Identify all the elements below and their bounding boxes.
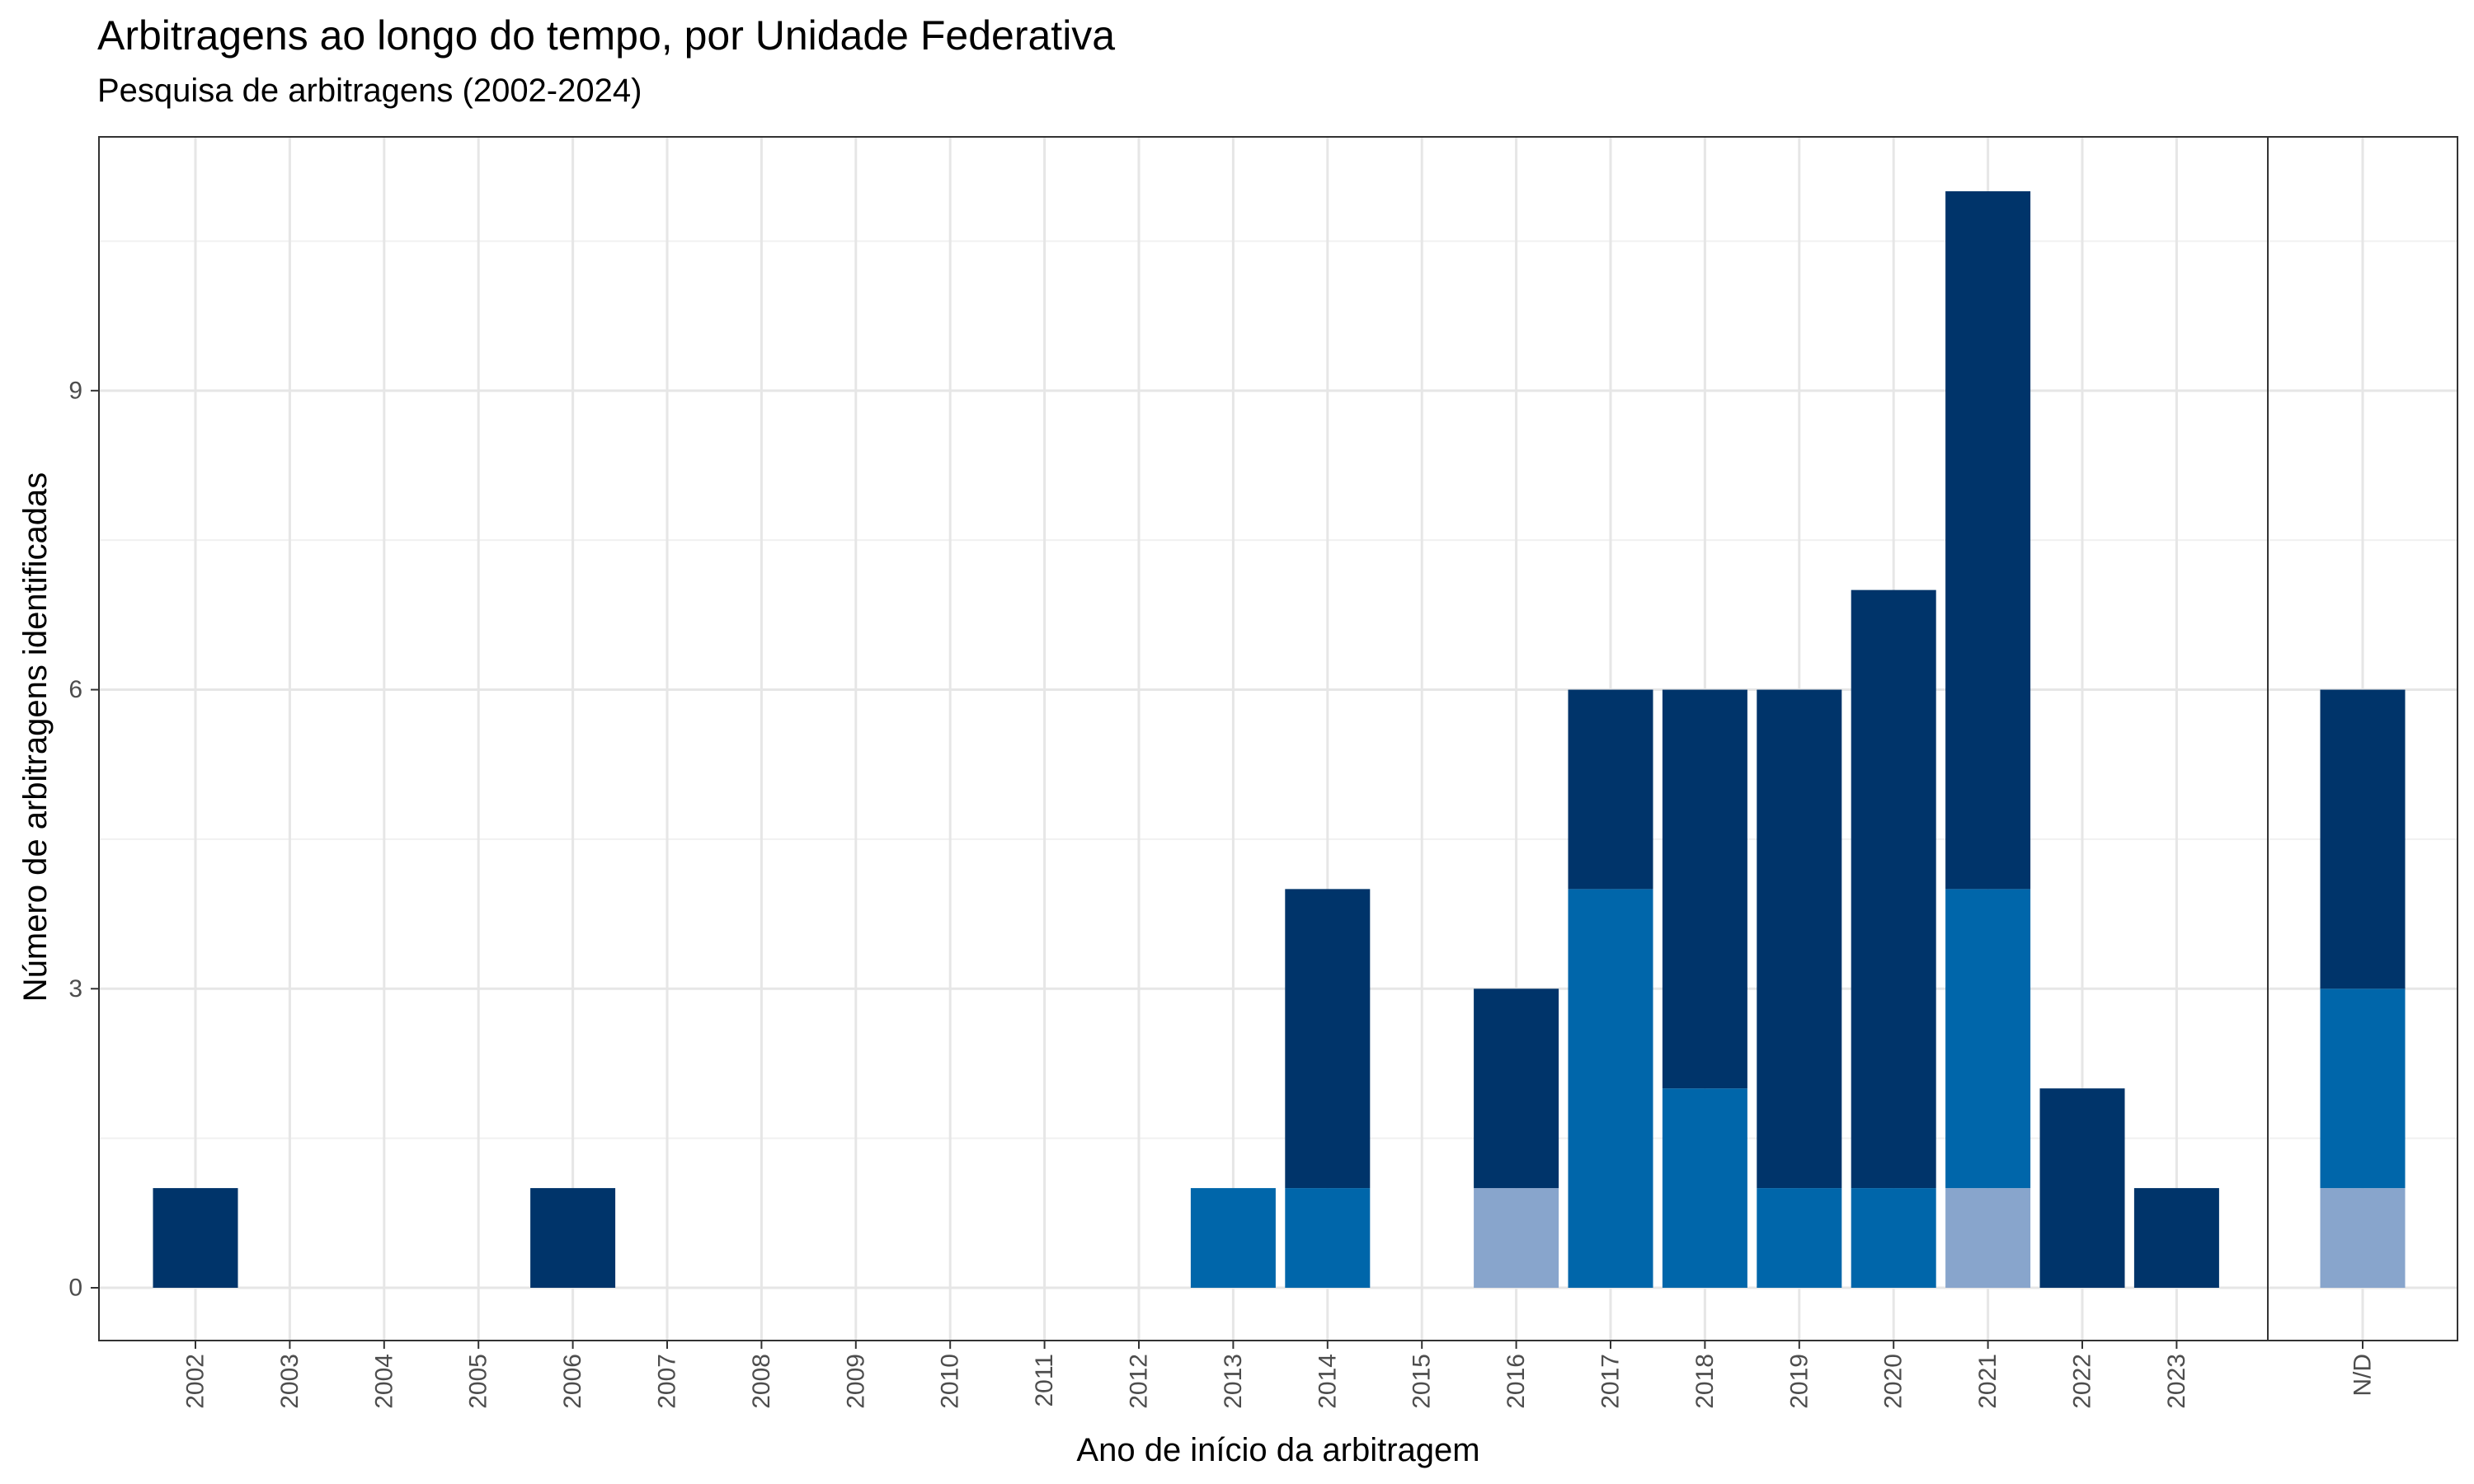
bar-segment [2320, 689, 2406, 989]
bar-segment [1568, 689, 1653, 890]
x-tick-label: 2012 [1126, 1354, 1153, 1409]
x-tick-label: 2004 [370, 1354, 397, 1409]
x-tick-label: 2019 [1785, 1354, 1813, 1409]
x-tick-label: 2006 [559, 1354, 586, 1409]
x-tick-label: 2005 [465, 1354, 492, 1409]
bar-segment [2039, 1088, 2125, 1288]
bars [153, 191, 2406, 1288]
bar-segment [1851, 589, 1936, 1189]
y-axis-title: Número de arbitragens identificadas [17, 472, 54, 1003]
x-tick-label: 2010 [937, 1354, 964, 1409]
x-tick-label: 2002 [182, 1354, 209, 1409]
x-tick-label: 2016 [1503, 1354, 1530, 1409]
x-tick-label: N/D [2349, 1354, 2377, 1397]
bar-segment [1662, 1088, 1747, 1288]
x-tick-label: 2008 [748, 1354, 775, 1409]
x-tick-label: 2021 [1974, 1354, 2001, 1409]
bar-segment [2320, 1188, 2406, 1288]
bar-segment [1945, 191, 2031, 890]
bar-segment [1568, 889, 1653, 1288]
y-tick-label: 9 [68, 377, 82, 404]
panel-border [98, 136, 2269, 1341]
axis-ticks: 2002 2003 2004 2005 2006 2007 2008 2009 2010 2011… [68, 377, 2376, 1408]
y-tick-label: 6 [68, 676, 82, 703]
bar-segment [1474, 989, 1559, 1189]
bar-segment [2133, 1188, 2219, 1288]
x-tick-label: 2018 [1691, 1354, 1719, 1409]
bar-segment [1662, 689, 1747, 1089]
chart-title: Arbitragens ao longo do tempo, por Unida… [97, 12, 1116, 59]
x-tick-label: 2009 [842, 1354, 869, 1409]
bar-segment [1285, 889, 1371, 1189]
y-tick-label: 0 [68, 1275, 82, 1302]
x-tick-label: 2014 [1314, 1354, 1341, 1409]
y-tick-label: 3 [68, 975, 82, 1003]
x-axis-title: Ano de início da arbitragem [1076, 1432, 1479, 1468]
bar-segment [1851, 1188, 1936, 1288]
bar-segment [1945, 1188, 2031, 1288]
x-tick-label: 2023 [2163, 1354, 2190, 1409]
x-tick-label: 2007 [654, 1354, 681, 1409]
bar-segment [1285, 1188, 1371, 1288]
bar-segment [530, 1188, 616, 1288]
bar-segment [1474, 1188, 1559, 1288]
bar-segment [1757, 689, 1842, 1189]
x-tick-label: 2003 [276, 1354, 303, 1409]
bar-segment [2320, 989, 2406, 1189]
x-tick-label: 2011 [1031, 1354, 1058, 1407]
bar-segment [153, 1188, 238, 1288]
bar-segment [1757, 1188, 1842, 1288]
bar-segment [1945, 889, 2031, 1189]
x-tick-label: 2022 [2069, 1354, 2096, 1409]
x-tick-label: 2013 [1220, 1354, 1247, 1409]
bar-segment [1190, 1188, 1276, 1288]
x-tick-label: 2020 [1880, 1354, 1907, 1409]
chart-subtitle: Pesquisa de arbitragens (2002-2024) [97, 73, 642, 109]
x-tick-label: 2015 [1409, 1354, 1436, 1409]
x-tick-label: 2017 [1597, 1354, 1625, 1409]
